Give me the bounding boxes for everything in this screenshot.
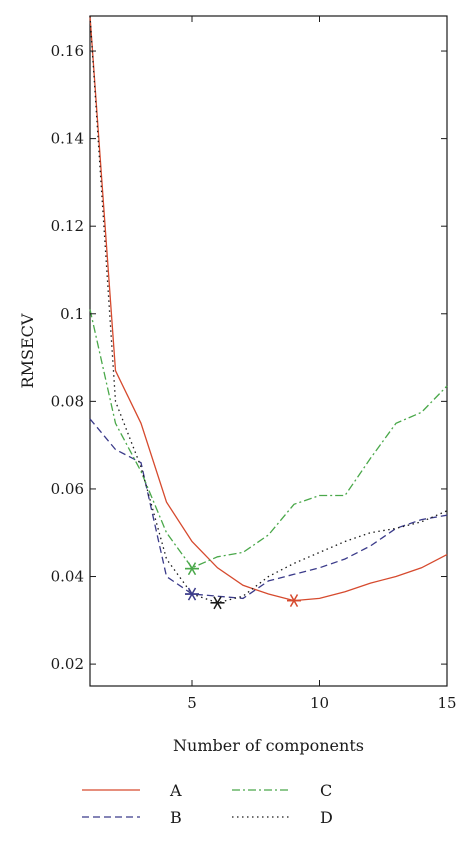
legend-label: D — [320, 808, 333, 827]
legend-item-d: D — [232, 808, 333, 827]
y-axis-label: RMSECV — [18, 313, 37, 388]
y-tick-label: 0.06 — [51, 480, 84, 498]
marker-layer — [185, 562, 301, 610]
y-tick-label: 0.12 — [51, 217, 84, 235]
min-marker-d — [210, 596, 225, 610]
series-layer — [89, 15, 448, 604]
y-tick-label: 0.08 — [51, 392, 84, 410]
series-line-d — [89, 15, 448, 604]
x-axis-label: Number of components — [173, 736, 364, 755]
plot-frame — [89, 15, 448, 687]
series-line-c — [89, 309, 448, 569]
y-tick-label: 0.16 — [51, 42, 84, 60]
legend-item-b: B — [82, 808, 182, 827]
x-tick-label: 10 — [310, 694, 329, 712]
legend-label: A — [169, 781, 182, 800]
x-tick-label: 15 — [437, 694, 456, 712]
plot-area: 0.02 0.04 0.06 0.08 0.1 0.12 0.14 0.16 5 10 15 — [51, 15, 457, 712]
tick-layer: 0.02 0.04 0.06 0.08 0.1 0.12 0.14 0.16 5 10 15 — [51, 16, 457, 712]
series-line-a — [89, 15, 448, 602]
legend: AB CD — [82, 781, 333, 827]
min-marker-c — [185, 562, 199, 576]
y-tick-label: 0.04 — [51, 568, 84, 586]
x-tick-label: 5 — [187, 694, 197, 712]
y-tick-label: 0.02 — [51, 655, 84, 673]
y-tick-label: 0.1 — [60, 305, 84, 323]
legend-item-a: A — [82, 781, 182, 800]
min-marker-b — [185, 587, 199, 601]
legend-label: C — [320, 781, 332, 800]
y-tick-label: 0.14 — [51, 130, 84, 148]
series-line-b — [89, 418, 448, 600]
legend-item-c: C — [232, 781, 332, 800]
legend-label: B — [170, 808, 182, 827]
min-marker-a — [287, 594, 301, 608]
